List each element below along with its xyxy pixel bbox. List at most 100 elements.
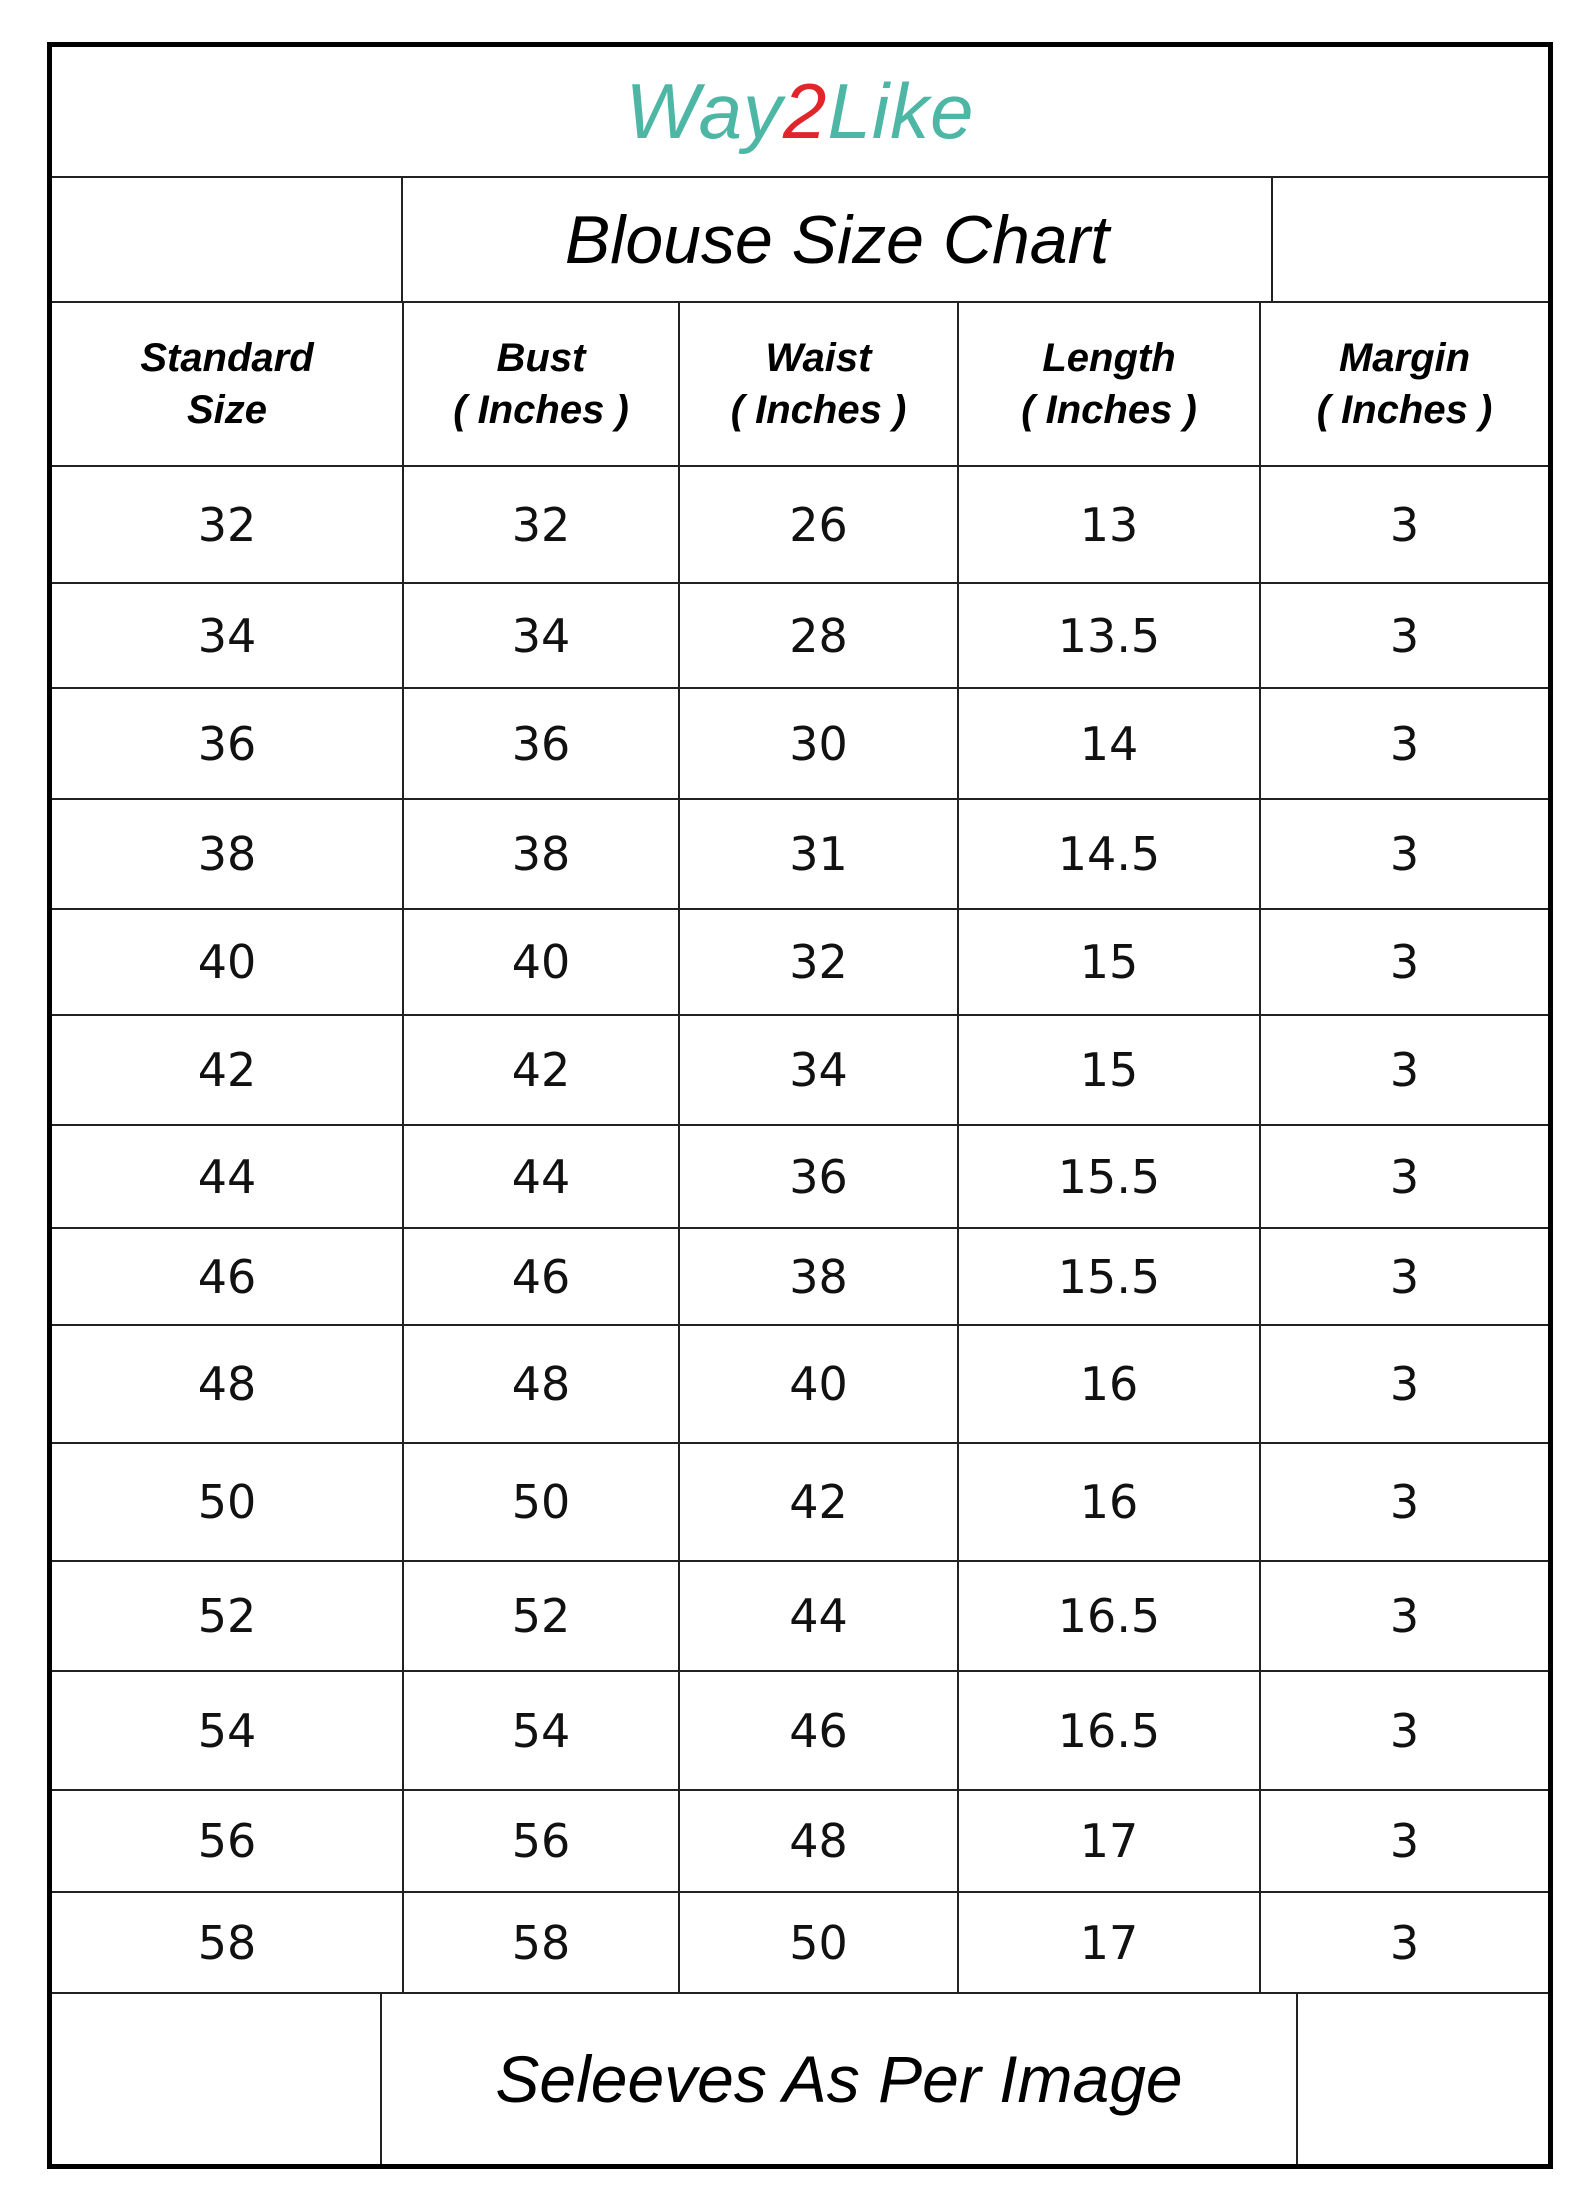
cell-bust: 50 — [404, 1444, 680, 1560]
cell-standard-size: 38 — [52, 800, 404, 908]
cell-standard-size: 36 — [52, 689, 404, 798]
cell-standard-size: 32 — [52, 467, 404, 582]
cell-value: 30 — [789, 716, 848, 771]
cell-margin: 3 — [1261, 1562, 1548, 1670]
cell-value: 32 — [789, 935, 848, 989]
header-label: Size — [186, 388, 268, 432]
header-label: ( Inches ) — [453, 388, 629, 432]
header-label: Bust — [496, 336, 586, 380]
cell-margin: 3 — [1261, 1791, 1548, 1891]
cell-value: 40 — [789, 1357, 848, 1411]
cell-value: 36 — [197, 716, 257, 771]
cell-length: 15 — [959, 1016, 1261, 1124]
cell-waist: 38 — [680, 1229, 959, 1324]
cell-length: 14 — [959, 689, 1261, 798]
cell-waist: 50 — [680, 1893, 959, 1992]
cell-value: 3 — [1389, 1043, 1420, 1097]
cell-standard-size: 44 — [52, 1126, 404, 1227]
cell-bust: 52 — [404, 1562, 680, 1670]
cell-value: 17 — [1079, 1915, 1139, 1970]
cell-margin: 3 — [1261, 584, 1548, 687]
table-row: 32 32 26 13 3 — [52, 467, 1548, 584]
table-row: 56 56 48 17 3 — [52, 1791, 1548, 1893]
cell-value: 3 — [1389, 1589, 1420, 1643]
cell-waist: 44 — [680, 1562, 959, 1670]
cell-bust: 56 — [404, 1791, 680, 1891]
cell-value: 14 — [1079, 716, 1139, 771]
cell-margin: 3 — [1261, 1126, 1548, 1227]
cell-value: 3 — [1389, 1357, 1420, 1411]
cell-waist: 28 — [680, 584, 959, 687]
cell-length: 16 — [959, 1326, 1261, 1442]
header-length: Length ( Inches ) — [959, 303, 1261, 465]
table-row: 40 40 32 15 3 — [52, 910, 1548, 1016]
cell-value: 42 — [197, 1043, 257, 1097]
header-waist: Waist ( Inches ) — [680, 303, 959, 465]
cell-value: 58 — [511, 1915, 571, 1970]
cell-value: 56 — [197, 1814, 257, 1868]
cell-value: 28 — [789, 608, 848, 663]
header-label: Margin — [1338, 336, 1471, 380]
table-row: 42 42 34 15 3 — [52, 1016, 1548, 1126]
footer-note: Seleeves As Per Image — [495, 2042, 1183, 2116]
cell-margin: 3 — [1261, 1672, 1548, 1789]
cell-value: 32 — [511, 497, 571, 552]
cell-bust: 32 — [404, 467, 680, 582]
cell-value: 50 — [511, 1475, 571, 1529]
cell-value: 48 — [197, 1357, 257, 1411]
cell-bust: 48 — [404, 1326, 680, 1442]
cell-length: 17 — [959, 1791, 1261, 1891]
cell-waist: 26 — [680, 467, 959, 582]
cell-value: 3 — [1389, 1703, 1420, 1758]
cell-value: 46 — [789, 1703, 848, 1758]
cell-length: 15.5 — [959, 1229, 1261, 1324]
cell-value: 42 — [511, 1043, 571, 1097]
header-label: ( Inches ) — [1316, 388, 1493, 432]
cell-standard-size: 56 — [52, 1791, 404, 1891]
cell-value: 44 — [789, 1589, 848, 1643]
cell-value: 31 — [789, 827, 848, 881]
header-label: ( Inches ) — [730, 388, 907, 432]
table-row: 44 44 36 15.5 3 — [52, 1126, 1548, 1229]
cell-standard-size: 52 — [52, 1562, 404, 1670]
table-row: 54 54 46 16.5 3 — [52, 1672, 1548, 1791]
header-row: Standard Size Bust ( Inches ) Waist ( Inches … — [52, 303, 1548, 467]
cell-value: 16.5 — [1057, 1703, 1161, 1758]
cell-value: 3 — [1389, 716, 1420, 771]
title-blank-right — [1273, 178, 1548, 301]
cell-length: 13 — [959, 467, 1261, 582]
header-standard-size: Standard Size — [52, 303, 404, 465]
cell-value: 15 — [1079, 1043, 1139, 1097]
cell-waist: 31 — [680, 800, 959, 908]
cell-value: 13 — [1079, 497, 1139, 552]
cell-waist: 42 — [680, 1444, 959, 1560]
cell-length: 17 — [959, 1893, 1261, 1992]
cell-margin: 3 — [1261, 1326, 1548, 1442]
cell-value: 15.5 — [1057, 1149, 1161, 1204]
cell-bust: 40 — [404, 910, 680, 1014]
cell-waist: 46 — [680, 1672, 959, 1789]
header-label: Standard — [140, 336, 314, 380]
cell-value: 48 — [511, 1357, 571, 1411]
cell-value: 3 — [1389, 608, 1420, 663]
header-label: ( Inches ) — [1021, 388, 1197, 432]
cell-bust: 58 — [404, 1893, 680, 1992]
table-row: 38 38 31 14.5 3 — [52, 800, 1548, 910]
footer-blank-right — [1298, 1994, 1548, 2164]
cell-length: 16 — [959, 1444, 1261, 1560]
title-blank-left — [52, 178, 403, 301]
cell-margin: 3 — [1261, 800, 1548, 908]
cell-standard-size: 54 — [52, 1672, 404, 1789]
cell-bust: 44 — [404, 1126, 680, 1227]
cell-standard-size: 50 — [52, 1444, 404, 1560]
title-row: Blouse Size Chart — [52, 178, 1548, 303]
cell-value: 54 — [197, 1703, 257, 1758]
cell-standard-size: 34 — [52, 584, 404, 687]
cell-value: 40 — [511, 935, 571, 989]
table-row: 48 48 40 16 3 — [52, 1326, 1548, 1444]
cell-length: 16.5 — [959, 1562, 1261, 1670]
table-row: 52 52 44 16.5 3 — [52, 1562, 1548, 1672]
cell-value: 34 — [511, 608, 571, 663]
cell-value: 52 — [197, 1589, 257, 1643]
cell-value: 16 — [1079, 1357, 1139, 1411]
